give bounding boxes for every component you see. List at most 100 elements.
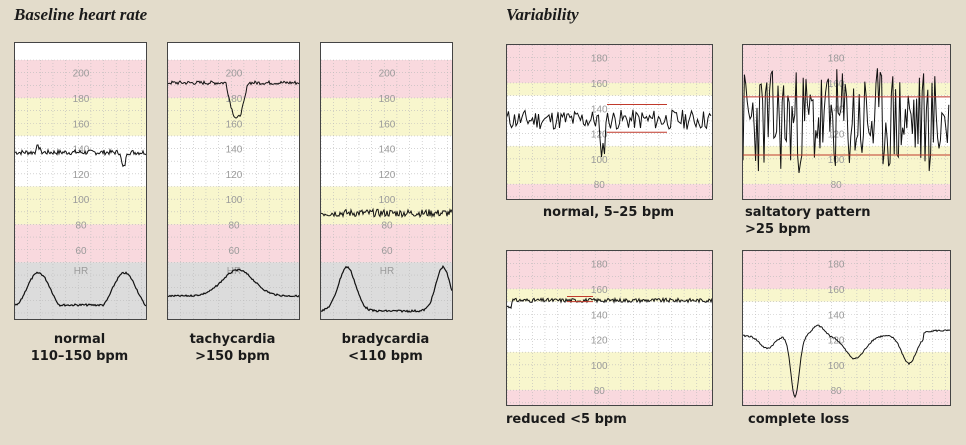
scale-label: 60: [75, 246, 87, 257]
scale-label: 160: [591, 285, 608, 296]
caption-line-2: >150 bpm: [195, 349, 270, 364]
scale-label: 80: [831, 180, 843, 191]
band-pink-high: [15, 60, 146, 98]
band-yellow-low: [321, 186, 452, 225]
heart-rate-trace: [743, 324, 950, 399]
band-yellow-high: [321, 97, 452, 136]
caption-line-2: <110 bpm: [348, 349, 423, 364]
top-strip: [321, 43, 452, 60]
contraction-trace: [168, 268, 299, 298]
caption-line-2: 110–150 bpm: [30, 349, 129, 364]
scale-label: 180: [591, 54, 608, 65]
variability-reduced-trace: 180 160 140 120 100 80: [507, 251, 712, 405]
scale-label: 160: [591, 79, 608, 90]
heart-rate-trace: [168, 79, 299, 119]
scale-label: 180: [828, 54, 845, 65]
heart-rate-trace: [507, 109, 712, 157]
normal-baseline-trace: 200 180 160 140 120 100 80 60 HR: [15, 43, 146, 319]
variability-normal-panel: 180 160 140 120 100 80: [506, 44, 713, 200]
band-pink-high: [168, 60, 299, 98]
variability-normal-caption: normal, 5–25 bpm: [506, 204, 711, 221]
band-white: [743, 301, 950, 353]
band-pink-high: [507, 45, 712, 83]
scale-label: 140: [828, 310, 845, 321]
variability-saltatory-caption: saltatory pattern >25 bpm: [745, 204, 871, 238]
normal-baseline-caption: normal 110–150 bpm: [14, 331, 145, 365]
scale-label: 140: [226, 145, 243, 156]
band-yellow-high: [15, 97, 146, 136]
scale-label: 100: [379, 195, 396, 206]
scale-label: 200: [73, 69, 90, 80]
scale-label: HR: [74, 266, 88, 277]
scale-label: 140: [591, 310, 608, 321]
scale-label: 160: [73, 119, 90, 130]
scale-label: 140: [379, 145, 396, 156]
band-yellow-low: [743, 146, 950, 185]
scale-label: 160: [379, 119, 396, 130]
band-pink-high: [321, 60, 452, 98]
scale-label: 160: [828, 285, 845, 296]
variability-loss-panel: 180 160 140 120 100 80: [742, 250, 951, 406]
scale-label: 100: [828, 155, 845, 166]
scale-label: HR: [227, 266, 241, 277]
band-yellow-high: [507, 288, 712, 302]
band-pink-low: [15, 224, 146, 263]
variability-section-title: Variability: [506, 5, 579, 24]
band-pink-high: [743, 251, 950, 289]
contraction-trace: [321, 264, 452, 313]
normal-baseline-panel: 200 180 160 140 120 100 80 60 HR: [14, 42, 147, 320]
scale-label: 100: [73, 195, 90, 206]
band-pink-high: [743, 45, 950, 83]
scale-label: 120: [379, 170, 396, 181]
scale-label: 120: [73, 170, 90, 181]
bradycardia-caption: bradycardia <110 bpm: [320, 331, 451, 365]
variability-saltatory-panel: 180 160 140 120 100 80: [742, 44, 951, 200]
variability-reduced-panel: 180 160 140 120 100 80: [506, 250, 713, 406]
scale-label: 180: [379, 94, 396, 105]
scale-label: 200: [226, 69, 243, 80]
caption-line-1: tachycardia: [189, 332, 276, 347]
variability-reduced-caption: reduced <5 bpm: [506, 411, 627, 428]
caption-line-1: normal: [53, 332, 106, 347]
band-yellow-low: [168, 186, 299, 225]
scale-label: 60: [381, 246, 393, 257]
scale-label: 100: [591, 361, 608, 372]
caption-line-2: >25 bpm: [745, 222, 811, 237]
band-pink-low: [743, 390, 950, 405]
baseline-section-title: Baseline heart rate: [14, 5, 148, 24]
contraction-area: [168, 262, 299, 319]
variability-loss-trace: 180 160 140 120 100 80: [743, 251, 950, 405]
top-strip: [168, 43, 299, 60]
band-yellow-low: [15, 186, 146, 225]
scale-label: 80: [831, 386, 843, 397]
scale-label: 80: [381, 220, 393, 231]
tachycardia-caption: tachycardia >150 bpm: [167, 331, 298, 365]
scale-label: 200: [379, 69, 396, 80]
scale-label: 80: [228, 220, 240, 231]
heart-rate-trace: [507, 296, 712, 310]
caption-line-1: normal, 5–25 bpm: [542, 205, 675, 220]
scale-label: 100: [828, 361, 845, 372]
tachycardia-trace: 200 180 160 140 120 100 80 60 HR: [168, 43, 299, 319]
variability-loss-caption: complete loss: [748, 411, 849, 428]
heart-rate-trace: [15, 144, 146, 168]
scale-label: 100: [226, 195, 243, 206]
scale-label: 80: [594, 386, 606, 397]
heart-rate-trace: [321, 207, 452, 219]
scale-label: 180: [226, 94, 243, 105]
scale-label: 180: [828, 260, 845, 271]
band-yellow-low: [743, 352, 950, 391]
tachycardia-panel: 200 180 160 140 120 100 80 60 HR: [167, 42, 300, 320]
band-pink-high: [507, 251, 712, 289]
scale-label: 160: [226, 119, 243, 130]
scale-label: 80: [75, 220, 87, 231]
band-pink-low: [507, 390, 712, 405]
caption-line-1: bradycardia: [341, 332, 430, 347]
scale-label: 80: [594, 180, 606, 191]
band-yellow-low: [507, 146, 712, 185]
band-pink-low: [743, 184, 950, 199]
scale-label: 120: [828, 130, 845, 141]
band-yellow-high: [743, 82, 950, 96]
band-yellow-high: [743, 288, 950, 302]
